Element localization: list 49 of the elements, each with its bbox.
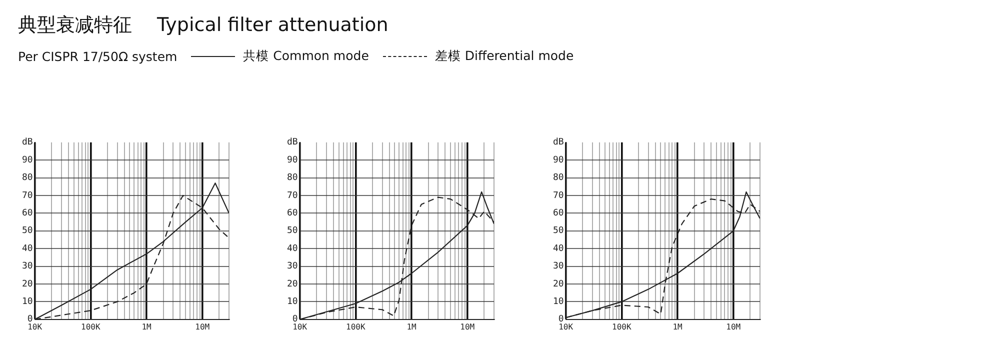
- y-tick-label: 50: [286, 226, 298, 236]
- y-tick-label: 90: [286, 155, 298, 166]
- x-tick-label: 10M: [460, 322, 475, 332]
- y-axis-title: dB: [552, 138, 564, 148]
- y-tick-label: 0: [292, 314, 298, 325]
- y-tick-label: 90: [552, 155, 564, 166]
- legend-label: 共模 Common mode: [243, 48, 369, 65]
- y-tick-label: 80: [552, 173, 564, 184]
- x-tick-label: 10K: [558, 322, 574, 332]
- legend-label: 差模 Differential mode: [434, 48, 574, 65]
- y-tick-label: 70: [22, 190, 33, 201]
- x-tick-label: 100K: [81, 322, 100, 332]
- y-tick-label: 60: [22, 208, 33, 219]
- x-tick-label: 10M: [726, 322, 741, 332]
- y-tick-label: 90: [22, 155, 33, 166]
- y-tick-label: 30: [22, 262, 33, 272]
- x-tick-label: 1M: [406, 322, 417, 332]
- y-tick-label: 40: [286, 244, 298, 254]
- y-tick-label: 70: [552, 190, 564, 201]
- y-tick-label: 80: [286, 173, 298, 184]
- y-tick-label: 20: [552, 279, 564, 290]
- y-tick-label: 60: [286, 208, 298, 219]
- y-tick-label: 30: [286, 262, 298, 272]
- y-tick-label: 60: [552, 208, 564, 219]
- x-tick-label: 10M: [195, 322, 210, 332]
- x-tick-label: 1M: [672, 322, 683, 332]
- y-tick-label: 70: [286, 190, 298, 201]
- chart-title: 典型衰减特征 Typical filter attenuation: [18, 13, 390, 38]
- y-tick-label: 30: [552, 262, 564, 272]
- y-tick-label: 40: [22, 244, 33, 254]
- x-tick-label: 10K: [292, 322, 308, 332]
- x-tick-label: 100K: [346, 322, 366, 332]
- y-tick-label: 10: [22, 297, 33, 308]
- x-tick-label: 100K: [612, 322, 632, 332]
- y-tick-label: 0: [558, 314, 564, 325]
- y-tick-label: 50: [22, 226, 33, 236]
- y-tick-label: 20: [286, 279, 298, 290]
- x-tick-label: 1M: [142, 322, 152, 332]
- chart-subtitle: Per CISPR 17/50Ω system: [18, 49, 178, 64]
- y-axis-title: dB: [22, 138, 33, 148]
- y-tick-label: 0: [27, 314, 33, 325]
- y-tick-label: 40: [552, 244, 564, 254]
- x-tick-label: 10K: [28, 322, 42, 332]
- y-tick-label: 10: [286, 297, 298, 308]
- y-axis-title: dB: [286, 138, 298, 148]
- y-tick-label: 20: [22, 279, 33, 290]
- y-tick-label: 10: [552, 297, 564, 308]
- y-tick-label: 50: [552, 226, 564, 236]
- y-tick-label: 80: [22, 173, 33, 184]
